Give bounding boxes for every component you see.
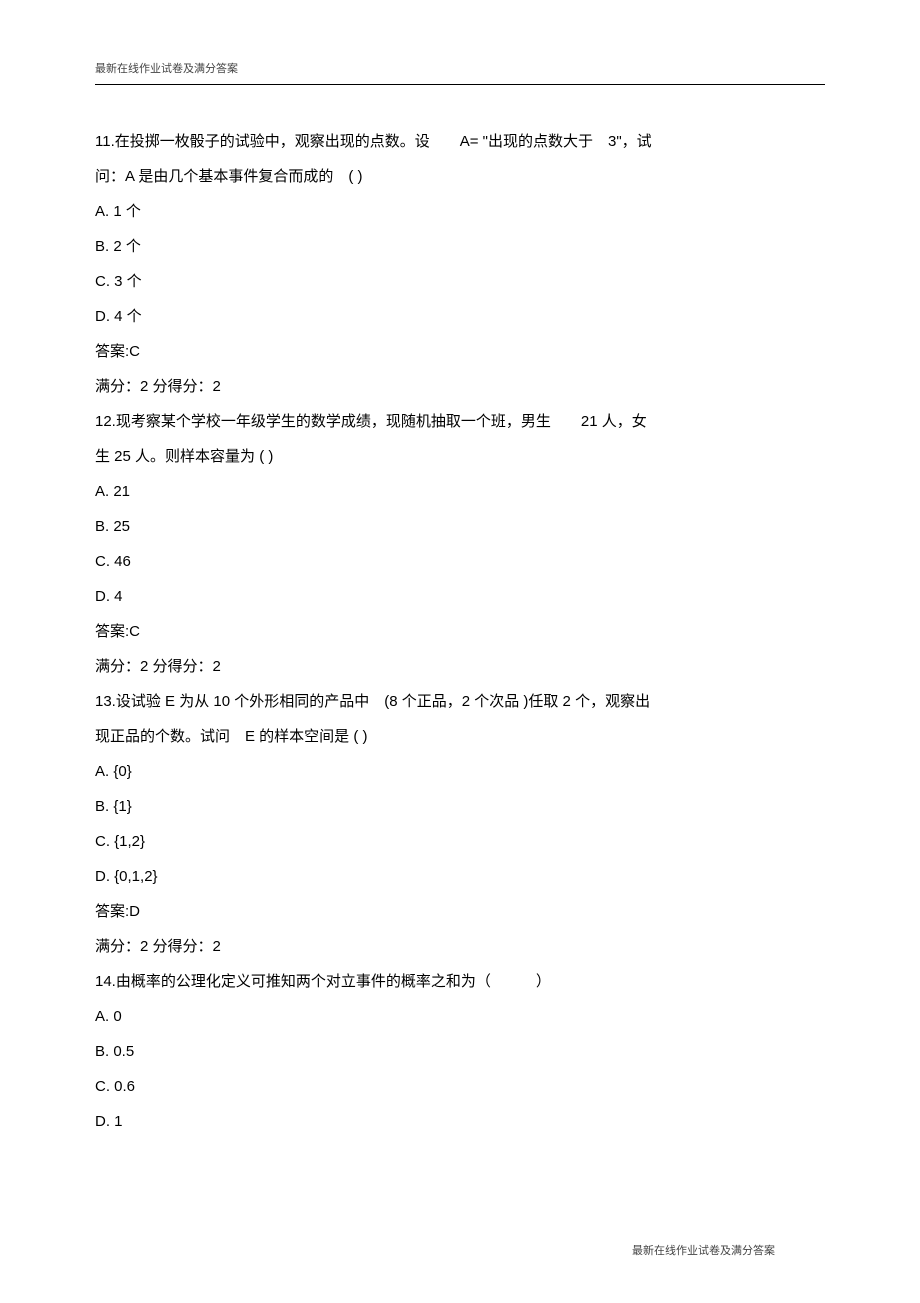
header-divider <box>95 84 825 85</box>
document-content: 11.在投掷一枚骰子的试验中，观察出现的点数。设 A= "出现的点数大于 3"，… <box>95 125 825 1138</box>
q14-text-line1: 14.由概率的公理化定义可推知两个对立事件的概率之和为（ ） <box>95 965 825 998</box>
q13-option-b: B. {1} <box>95 790 825 823</box>
q11-score: 满分：2 分得分：2 <box>95 370 825 403</box>
q11-option-d: D. 4 个 <box>95 300 825 333</box>
q11-option-b: B. 2 个 <box>95 230 825 263</box>
q13-option-a: A. {0} <box>95 755 825 788</box>
q12-text-line2: 生 25 人。则样本容量为 ( ) <box>95 440 825 473</box>
q12-option-d: D. 4 <box>95 580 825 613</box>
q13-option-d: D. {0,1,2} <box>95 860 825 893</box>
q12-answer: 答案:C <box>95 615 825 648</box>
q11-option-a: A. 1 个 <box>95 195 825 228</box>
q13-text-line1: 13.设试验 E 为从 10 个外形相同的产品中 (8 个正品，2 个次品 )任… <box>95 685 825 718</box>
q13-option-c: C. {1,2} <box>95 825 825 858</box>
q12-option-b: B. 25 <box>95 510 825 543</box>
q12-option-c: C. 46 <box>95 545 825 578</box>
q12-score: 满分：2 分得分：2 <box>95 650 825 683</box>
q14-option-b: B. 0.5 <box>95 1035 825 1068</box>
q12-text-line1: 12.现考察某个学校一年级学生的数学成绩，现随机抽取一个班，男生 21 人，女 <box>95 405 825 438</box>
q14-option-a: A. 0 <box>95 1000 825 1033</box>
q13-text-line2: 现正品的个数。试问 E 的样本空间是 ( ) <box>95 720 825 753</box>
q11-answer: 答案:C <box>95 335 825 368</box>
q13-answer: 答案:D <box>95 895 825 928</box>
q14-option-d: D. 1 <box>95 1105 825 1138</box>
page-header-text: 最新在线作业试卷及满分答案 <box>95 60 825 76</box>
q14-option-c: C. 0.6 <box>95 1070 825 1103</box>
q11-text-line2: 问：A 是由几个基本事件复合而成的 ( ) <box>95 160 825 193</box>
q12-option-a: A. 21 <box>95 475 825 508</box>
q13-score: 满分：2 分得分：2 <box>95 930 825 963</box>
page-footer-text: 最新在线作业试卷及满分答案 <box>632 1242 775 1258</box>
q11-text-line1: 11.在投掷一枚骰子的试验中，观察出现的点数。设 A= "出现的点数大于 3"，… <box>95 125 825 158</box>
q11-option-c: C. 3 个 <box>95 265 825 298</box>
